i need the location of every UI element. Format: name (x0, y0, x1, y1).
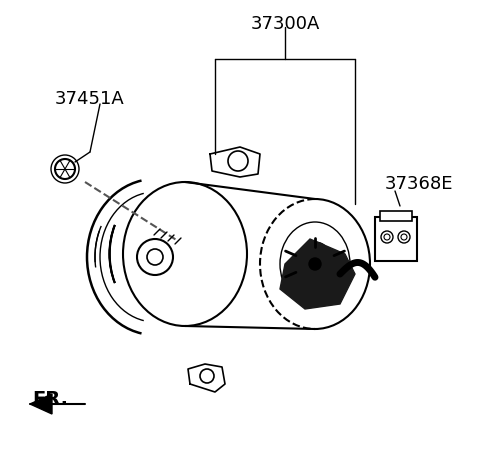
Text: FR.: FR. (32, 390, 68, 409)
Circle shape (309, 258, 321, 270)
Text: 37300A: 37300A (250, 15, 320, 33)
Polygon shape (280, 240, 355, 309)
Polygon shape (30, 394, 52, 414)
Text: 37451A: 37451A (55, 90, 125, 108)
Bar (380, 212, 412, 222)
Bar (375, 218, 417, 262)
Text: 37368E: 37368E (385, 174, 454, 193)
